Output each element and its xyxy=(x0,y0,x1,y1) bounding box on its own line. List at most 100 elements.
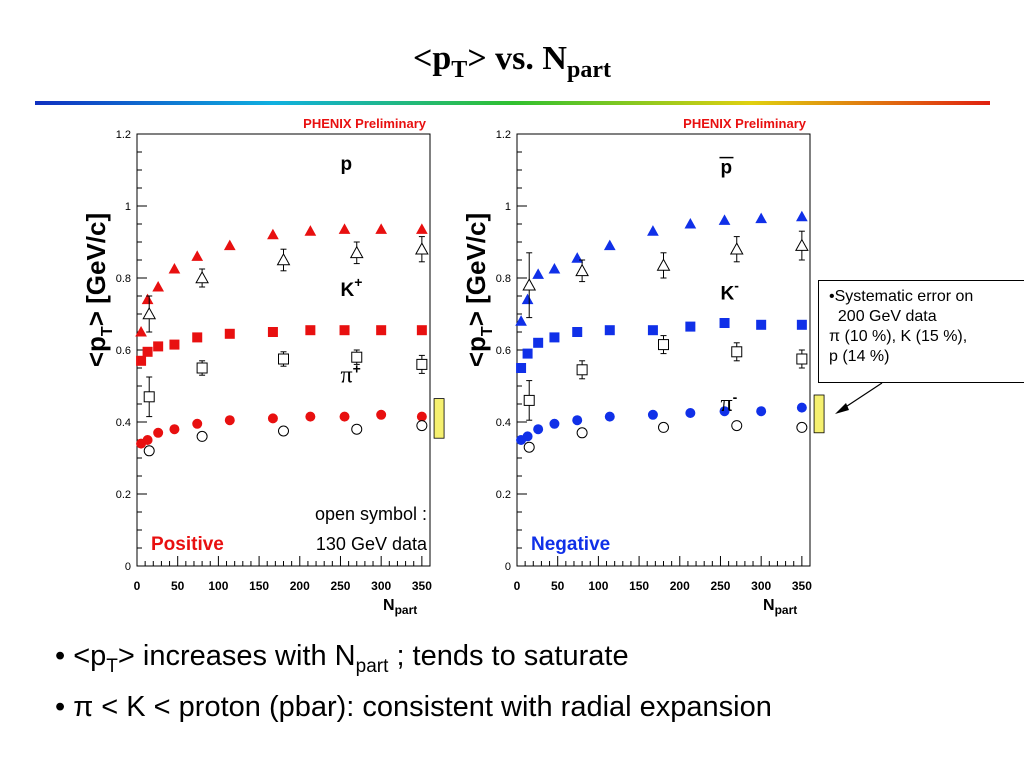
data-point xyxy=(416,325,427,336)
data-point xyxy=(168,262,181,274)
data-point xyxy=(351,351,363,363)
data-point xyxy=(647,325,658,336)
data-point xyxy=(576,427,588,439)
open-symbol-note: 130 GeV data xyxy=(316,534,428,554)
data-point xyxy=(572,415,583,426)
y-tick-label: 0.2 xyxy=(116,489,131,501)
data-point xyxy=(276,252,291,266)
syst-note-line: 200 GeV data xyxy=(829,308,937,325)
y-tick-label: 0 xyxy=(505,561,511,573)
data-point xyxy=(572,327,583,337)
data-point xyxy=(169,339,180,350)
data-point xyxy=(603,239,616,251)
data-point xyxy=(522,431,533,442)
y-tick-label: 0.2 xyxy=(496,489,511,501)
data-point xyxy=(548,262,561,274)
data-point xyxy=(755,212,768,224)
y-tick-label: 0.4 xyxy=(116,417,131,429)
data-point xyxy=(575,263,589,277)
x-tick-label: 250 xyxy=(710,579,730,593)
syst-note-line: •Systematic error on xyxy=(829,288,974,305)
particle-label: p xyxy=(720,158,732,179)
data-point xyxy=(795,238,809,251)
y-tick-label: 0 xyxy=(125,561,131,573)
data-point xyxy=(729,242,744,255)
data-point xyxy=(196,430,208,442)
data-point xyxy=(142,346,153,357)
series-pbar-130-GeV xyxy=(522,230,809,319)
data-point xyxy=(796,402,807,413)
bullet-list: • <pT> increases with Npart ; tends to s… xyxy=(55,636,772,727)
y-tick-label: 0.8 xyxy=(496,273,511,285)
x-tick-label: 150 xyxy=(249,579,269,593)
particle-label: π+ xyxy=(340,360,360,388)
data-point xyxy=(522,348,533,359)
data-point xyxy=(604,411,615,422)
data-point xyxy=(756,406,767,417)
syst-note-line: π (10 %), K (15 %), xyxy=(829,328,968,345)
data-point xyxy=(339,325,350,336)
charge-label: Positive xyxy=(151,534,224,555)
data-point xyxy=(169,424,180,435)
data-point xyxy=(533,337,544,348)
y-tick-label: 0.4 xyxy=(496,417,511,429)
negative-chart: 0 50 100 150 200 250 300 350 0 0.2 0.4 0.6 0.8 1 1.2 <p… xyxy=(461,116,825,617)
data-point xyxy=(515,315,527,326)
data-point xyxy=(416,358,428,370)
data-point xyxy=(152,280,165,292)
x-tick-label: 0 xyxy=(134,579,141,593)
data-point xyxy=(796,210,808,222)
open-symbol-note: open symbol : xyxy=(315,504,427,524)
data-point xyxy=(195,270,209,284)
data-point xyxy=(224,328,235,339)
data-point xyxy=(153,427,164,438)
data-point xyxy=(656,258,671,271)
data-point xyxy=(604,325,615,336)
x-tick-label: 50 xyxy=(171,579,185,593)
x-tick-label: 300 xyxy=(371,579,391,593)
data-point xyxy=(685,321,696,332)
series-p-130-GeV xyxy=(142,236,429,333)
data-point xyxy=(684,217,697,229)
data-point xyxy=(338,223,351,234)
y-tick-label: 0.6 xyxy=(496,345,511,357)
data-point xyxy=(522,278,537,291)
syst-error-band xyxy=(433,398,445,439)
particle-label: K- xyxy=(720,278,739,305)
data-point xyxy=(719,318,730,328)
data-point xyxy=(532,268,545,279)
particle-label: K+ xyxy=(340,274,362,301)
syst-error-band xyxy=(813,394,825,434)
data-point xyxy=(267,327,278,337)
series-p xyxy=(135,223,428,337)
data-point xyxy=(523,394,535,406)
data-point xyxy=(731,346,743,358)
y-tick-label: 1.2 xyxy=(496,129,511,141)
bullet-item: • π < K < proton (pbar): consistent with… xyxy=(55,690,772,723)
data-point xyxy=(278,425,289,437)
y-tick-label: 1.2 xyxy=(116,129,131,141)
series-K+ xyxy=(136,325,427,366)
data-point xyxy=(349,245,364,259)
series-pbar xyxy=(515,210,808,326)
positive-chart: 0 50 100 150 200 250 300 350 0 0.2 0.4 0.6 0.8 1 1.2 <p… xyxy=(81,116,445,617)
data-point xyxy=(549,418,560,429)
series-π+-130-GeV xyxy=(143,420,428,457)
data-point xyxy=(305,411,316,422)
data-point xyxy=(339,411,350,422)
data-point xyxy=(647,409,658,420)
data-point xyxy=(731,420,743,432)
x-tick-label: 350 xyxy=(792,579,812,593)
data-point xyxy=(416,411,427,422)
data-point xyxy=(658,339,669,351)
series-K- xyxy=(516,318,807,373)
data-point xyxy=(196,362,208,374)
title-underline xyxy=(35,101,990,105)
y-tick-label: 0.8 xyxy=(116,273,131,285)
data-point xyxy=(142,435,153,445)
data-point xyxy=(267,228,279,240)
phenix-banner: PHENIX Preliminary xyxy=(303,116,427,131)
x-tick-label: 250 xyxy=(330,579,350,593)
syst-note-line: p (14 %) xyxy=(829,348,890,365)
x-tick-label: 150 xyxy=(629,579,649,593)
